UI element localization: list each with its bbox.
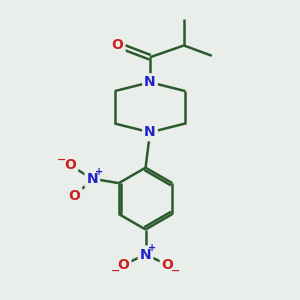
Text: O: O <box>162 258 174 272</box>
Text: −: − <box>111 266 120 276</box>
Text: O: O <box>64 158 76 172</box>
Text: −: − <box>57 155 67 165</box>
Text: O: O <box>69 189 81 203</box>
Text: N: N <box>140 248 152 262</box>
Text: O: O <box>112 38 124 52</box>
Text: +: + <box>95 167 103 177</box>
Text: −: − <box>171 266 181 276</box>
Text: O: O <box>118 258 129 272</box>
Text: N: N <box>144 125 156 139</box>
Text: +: + <box>148 243 156 253</box>
Text: N: N <box>86 172 98 186</box>
Text: N: N <box>144 75 156 89</box>
